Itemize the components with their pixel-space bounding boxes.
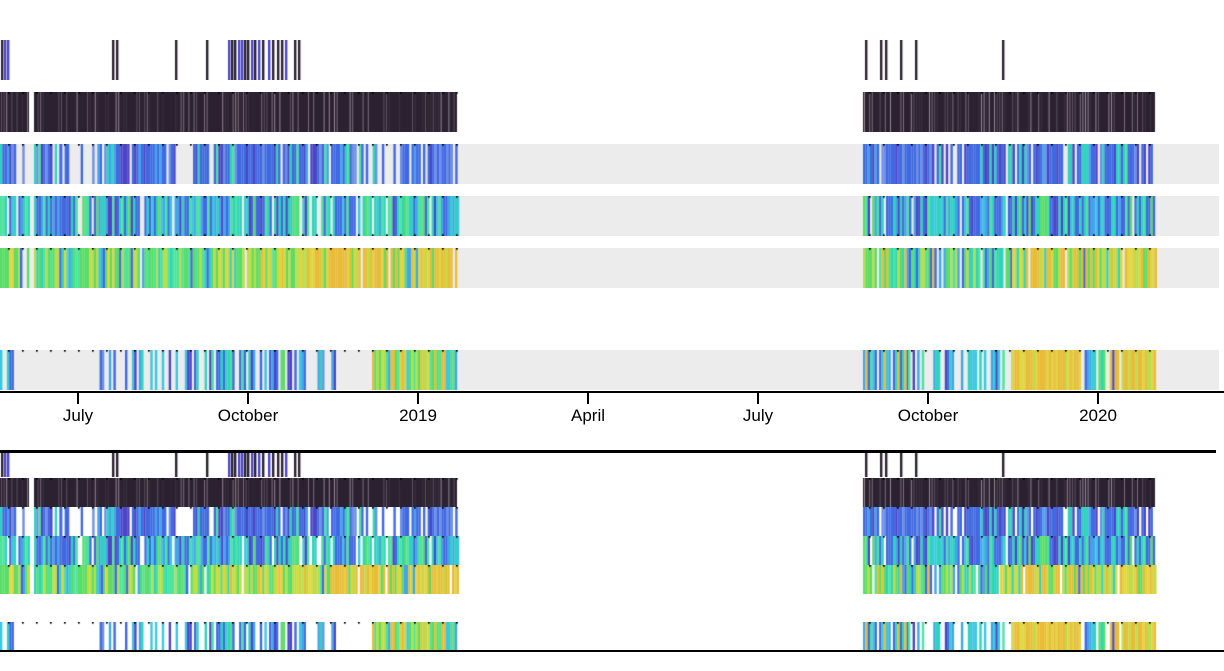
bottom-row-blue-raster (0, 507, 1224, 536)
bottom-panel-axis-line (0, 650, 1224, 652)
bottom-panel-top-border (0, 450, 1216, 453)
bottom-row-green-raster (0, 565, 1224, 594)
x-axis-tick (757, 393, 759, 404)
x-axis-tick-label: July (742, 406, 774, 425)
x-axis-tick-label: October (897, 406, 959, 425)
x-axis-tick-label: April (570, 406, 606, 425)
x-axis-line (0, 391, 1224, 393)
bottom-row-teal-raster (0, 536, 1224, 565)
bottom-row-events-raster (0, 453, 1224, 477)
bottom-row-recordings-raster (0, 478, 1224, 507)
x-axis-tick (1097, 393, 1099, 404)
bottom-row-mixed-raster (0, 622, 1224, 650)
top-row-recordings-raster (0, 92, 1224, 132)
top-row-mixed-raster (0, 350, 1224, 390)
x-axis-tick-label: 2019 (399, 406, 437, 425)
top-row-blue-raster (0, 144, 1224, 184)
x-axis-tick-label: July (62, 406, 94, 425)
x-axis-tick (77, 393, 79, 404)
x-axis-tick (247, 393, 249, 404)
top-row-green-raster (0, 248, 1224, 288)
x-axis-tick (927, 393, 929, 404)
x-axis-tick-label: 2020 (1079, 406, 1117, 425)
x-axis-tick (417, 393, 419, 404)
top-row-teal-raster (0, 196, 1224, 236)
x-axis-tick-label: October (217, 406, 279, 425)
x-axis-tick (587, 393, 589, 404)
top-row-events-raster (0, 40, 1224, 80)
